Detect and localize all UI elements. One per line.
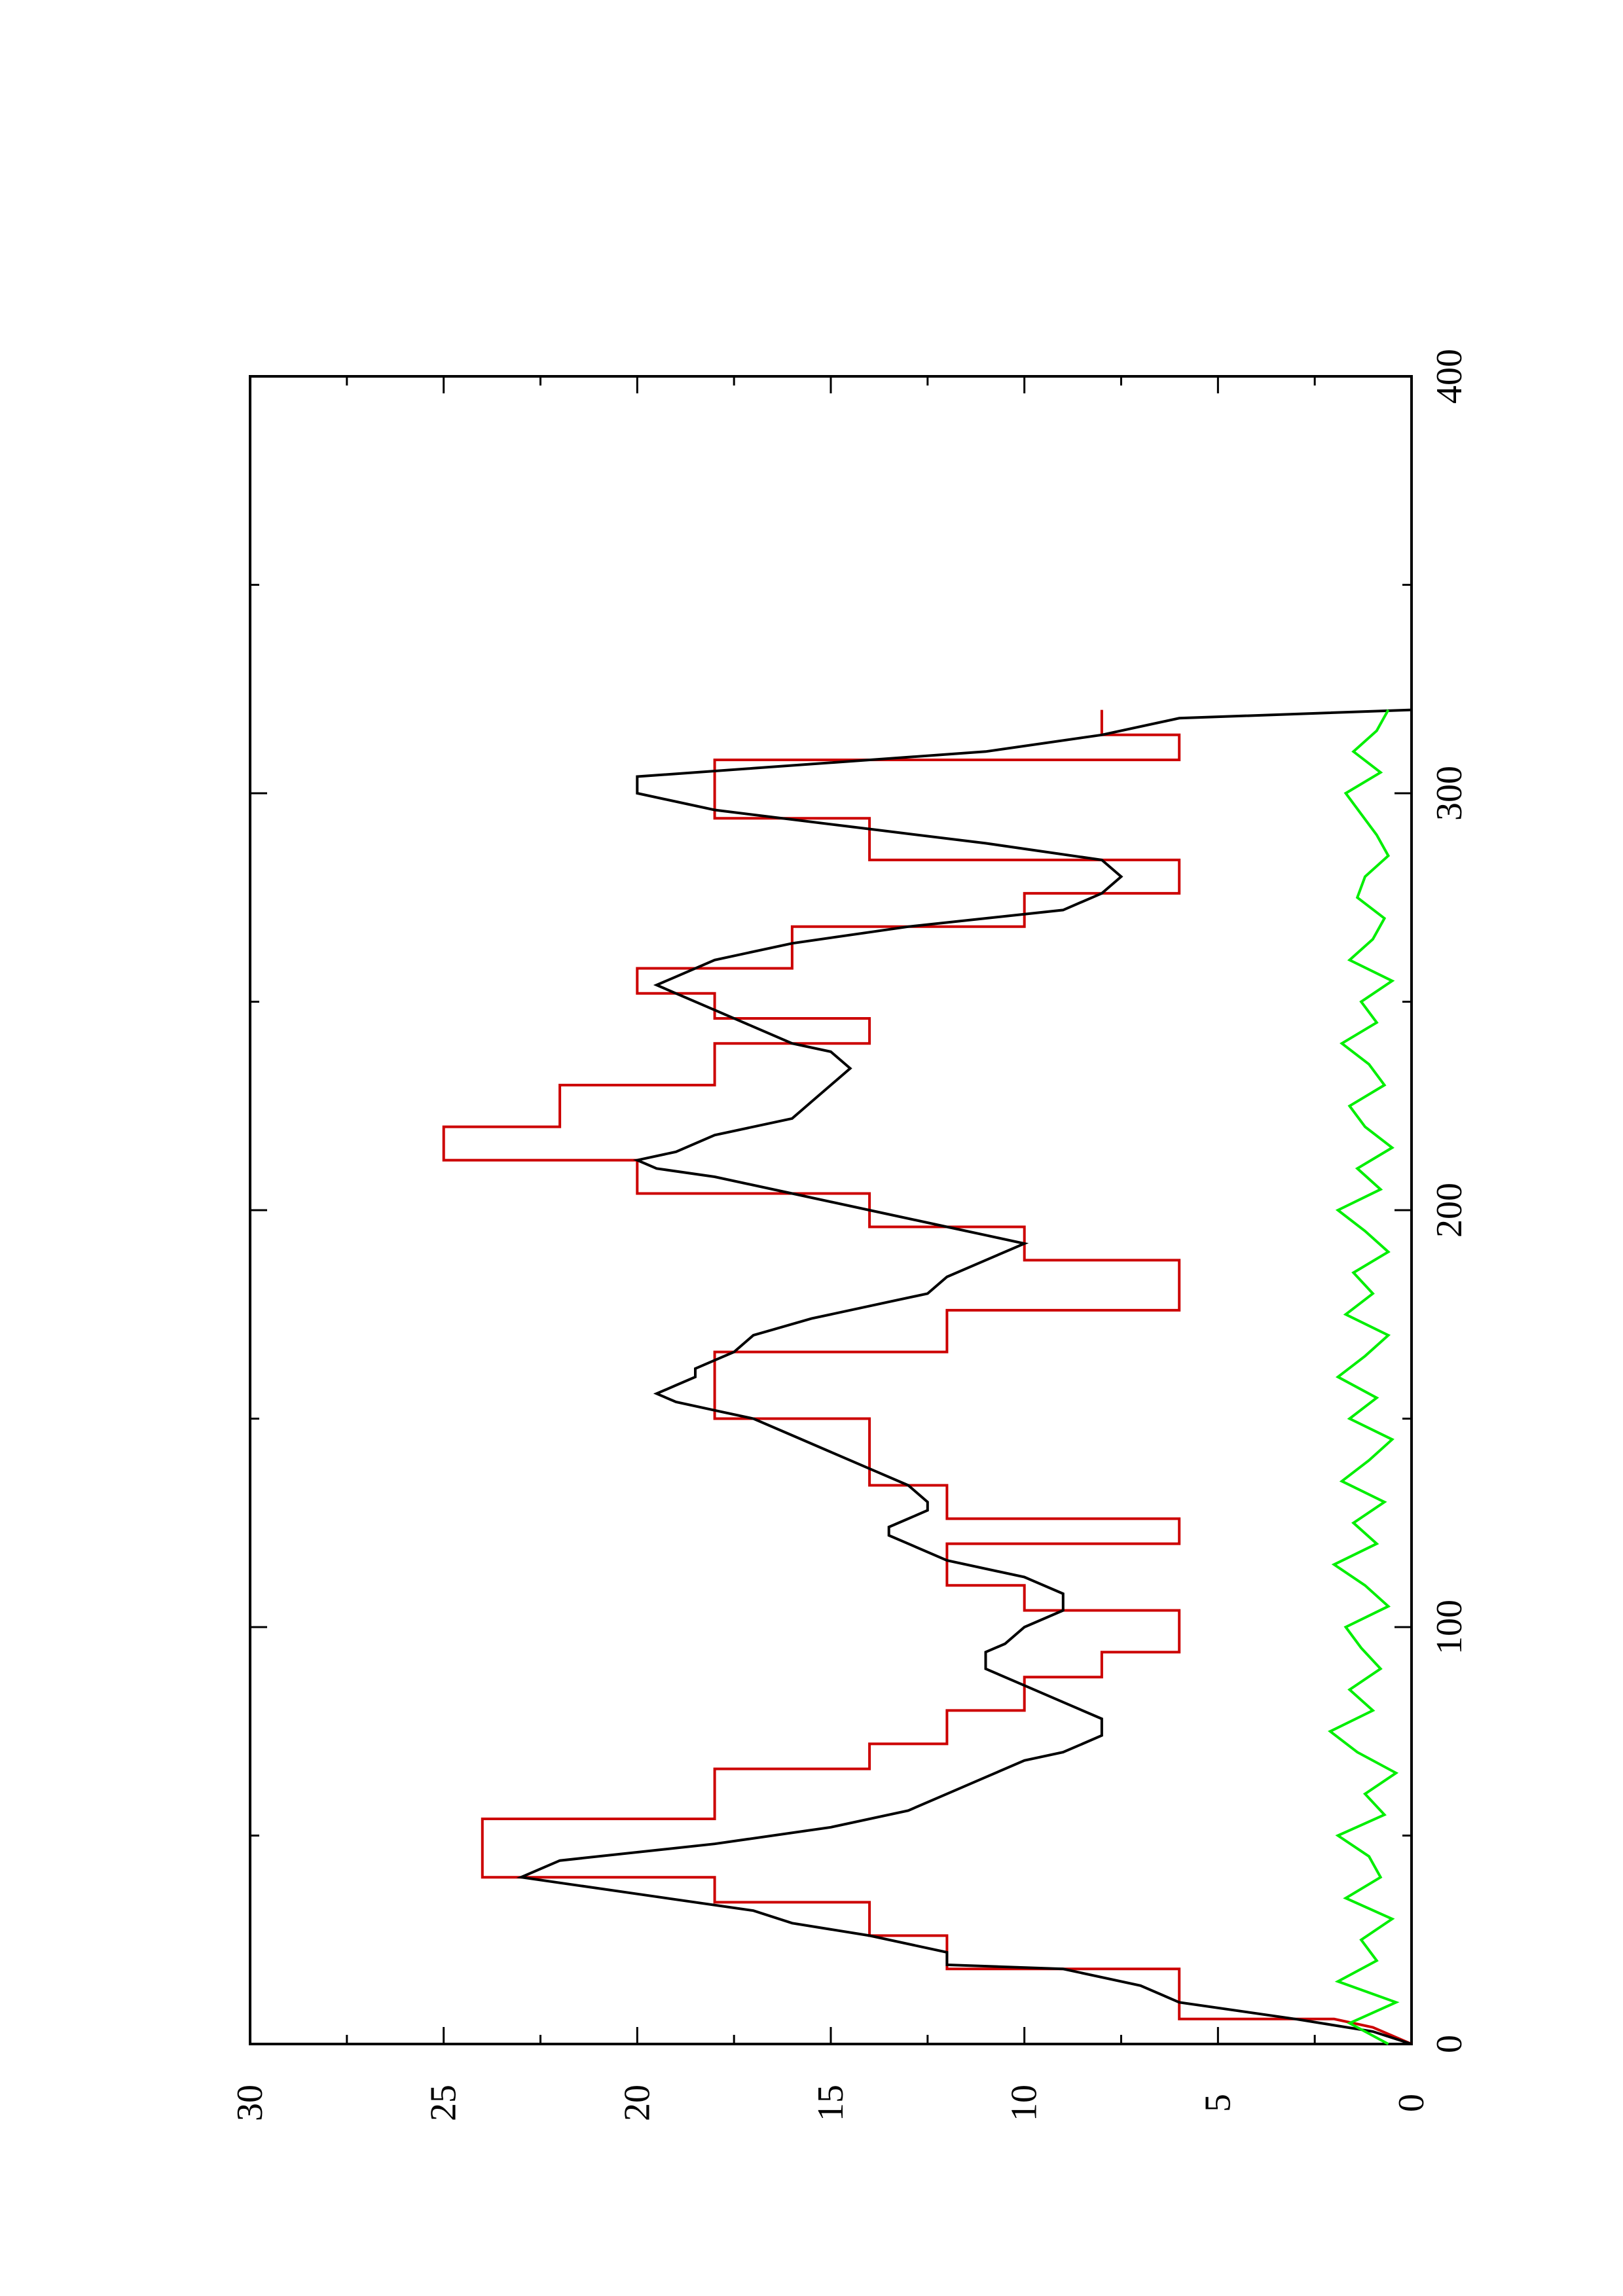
- x-tick-label: 300: [1429, 766, 1470, 821]
- y-tick-label: 25: [424, 2085, 464, 2121]
- x-tick-label: 200: [1429, 1183, 1470, 1238]
- y-tick-label: 0: [1391, 2094, 1432, 2112]
- x-tick-label: 100: [1429, 1600, 1470, 1655]
- x-tick-label: 0: [1429, 2035, 1470, 2053]
- y-tick-label: 20: [617, 2085, 657, 2121]
- red-series-line: [442, 709, 1412, 2045]
- axis-tick-labels: 0 100 200 300 400 0 5 10 15 20 25 30: [230, 349, 1470, 2121]
- axis-ticks: [249, 375, 1413, 2045]
- y-tick-label: 15: [811, 2085, 851, 2121]
- y-tick-label: 30: [230, 2085, 270, 2121]
- plot-frame: [249, 375, 1413, 2045]
- green-series-line: [1328, 709, 1400, 2045]
- y-tick-label: 10: [1004, 2085, 1045, 2121]
- black-series-line: [516, 708, 1412, 2045]
- x-tick-label: 400: [1429, 349, 1470, 404]
- y-tick-label: 5: [1197, 2094, 1238, 2112]
- series-lines: [442, 708, 1412, 2045]
